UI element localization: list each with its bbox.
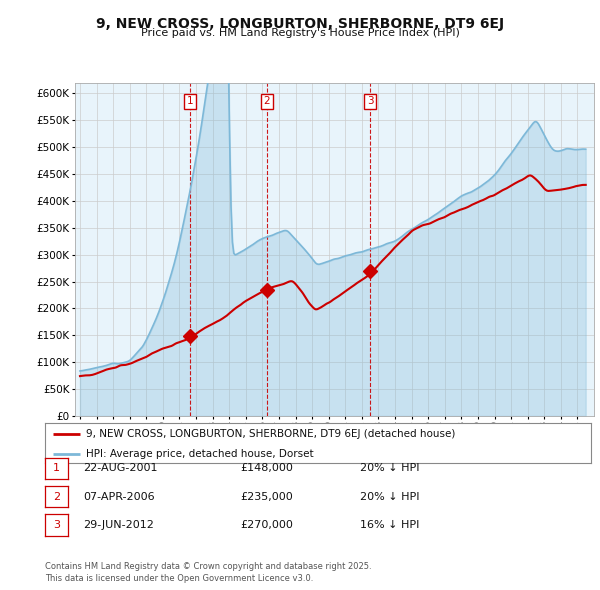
Text: £270,000: £270,000	[240, 520, 293, 530]
Text: £235,000: £235,000	[240, 492, 293, 502]
Text: 9, NEW CROSS, LONGBURTON, SHERBORNE, DT9 6EJ: 9, NEW CROSS, LONGBURTON, SHERBORNE, DT9…	[96, 17, 504, 31]
Text: 20% ↓ HPI: 20% ↓ HPI	[360, 492, 419, 502]
Text: 9, NEW CROSS, LONGBURTON, SHERBORNE, DT9 6EJ (detached house): 9, NEW CROSS, LONGBURTON, SHERBORNE, DT9…	[86, 429, 455, 439]
Text: 1: 1	[53, 464, 60, 473]
Text: 29-JUN-2012: 29-JUN-2012	[83, 520, 154, 530]
Text: 22-AUG-2001: 22-AUG-2001	[83, 464, 157, 473]
Text: 1: 1	[187, 96, 193, 106]
Text: Contains HM Land Registry data © Crown copyright and database right 2025.
This d: Contains HM Land Registry data © Crown c…	[45, 562, 371, 583]
Text: 16% ↓ HPI: 16% ↓ HPI	[360, 520, 419, 530]
Text: 2: 2	[53, 492, 60, 502]
Text: 2: 2	[263, 96, 270, 106]
Text: Price paid vs. HM Land Registry's House Price Index (HPI): Price paid vs. HM Land Registry's House …	[140, 28, 460, 38]
Text: 07-APR-2006: 07-APR-2006	[83, 492, 154, 502]
Text: 3: 3	[53, 520, 60, 530]
Text: 20% ↓ HPI: 20% ↓ HPI	[360, 464, 419, 473]
Text: £148,000: £148,000	[240, 464, 293, 473]
Text: 3: 3	[367, 96, 373, 106]
Text: HPI: Average price, detached house, Dorset: HPI: Average price, detached house, Dors…	[86, 449, 314, 459]
